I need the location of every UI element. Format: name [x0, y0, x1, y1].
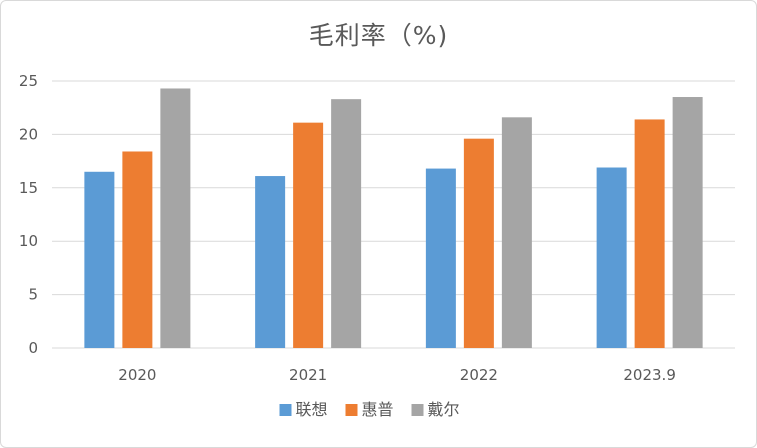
bar-联想-2023.9 — [596, 167, 627, 348]
legend-swatch-戴尔 — [411, 404, 424, 416]
legend-label: 戴尔 — [428, 400, 460, 419]
chart-title: 毛利率（%) — [308, 21, 449, 50]
x-tick-label: 2021 — [289, 366, 327, 384]
bar-联想-2022 — [425, 168, 456, 348]
bar-戴尔-2021 — [331, 99, 362, 348]
bar-联想-2020 — [84, 171, 115, 348]
bar-惠普-2022 — [463, 138, 494, 348]
legend-swatch-联想 — [279, 404, 292, 416]
legend: 联想 惠普 戴尔 — [279, 400, 460, 419]
bar-惠普-2020 — [122, 151, 153, 348]
legend-swatch-惠普 — [345, 404, 358, 416]
bar-戴尔-2020 — [160, 88, 191, 348]
legend-label: 联想 — [296, 400, 328, 419]
y-tick-label: 10 — [19, 232, 38, 250]
gridlines — [52, 80, 735, 349]
bar-戴尔-2023.9 — [672, 97, 703, 349]
x-tick-label: 2020 — [118, 366, 156, 384]
bar-戴尔-2022 — [501, 117, 532, 348]
bar-联想-2021 — [255, 176, 286, 348]
y-tick-label: 5 — [28, 286, 38, 304]
x-axis-ticks: 2020 2021 2022 2023.9 — [118, 366, 676, 384]
bar-惠普-2023.9 — [634, 119, 665, 348]
x-tick-label: 2023.9 — [623, 366, 676, 384]
bars — [84, 88, 703, 349]
legend-label: 惠普 — [362, 400, 394, 419]
y-tick-label: 20 — [19, 125, 38, 143]
y-tick-label: 15 — [19, 179, 38, 197]
y-tick-label: 25 — [19, 72, 38, 90]
y-tick-label: 0 — [28, 339, 38, 357]
y-axis-ticks: 0 5 10 15 20 25 — [19, 72, 38, 357]
x-tick-label: 2022 — [460, 366, 498, 384]
bar-惠普-2021 — [293, 122, 324, 348]
